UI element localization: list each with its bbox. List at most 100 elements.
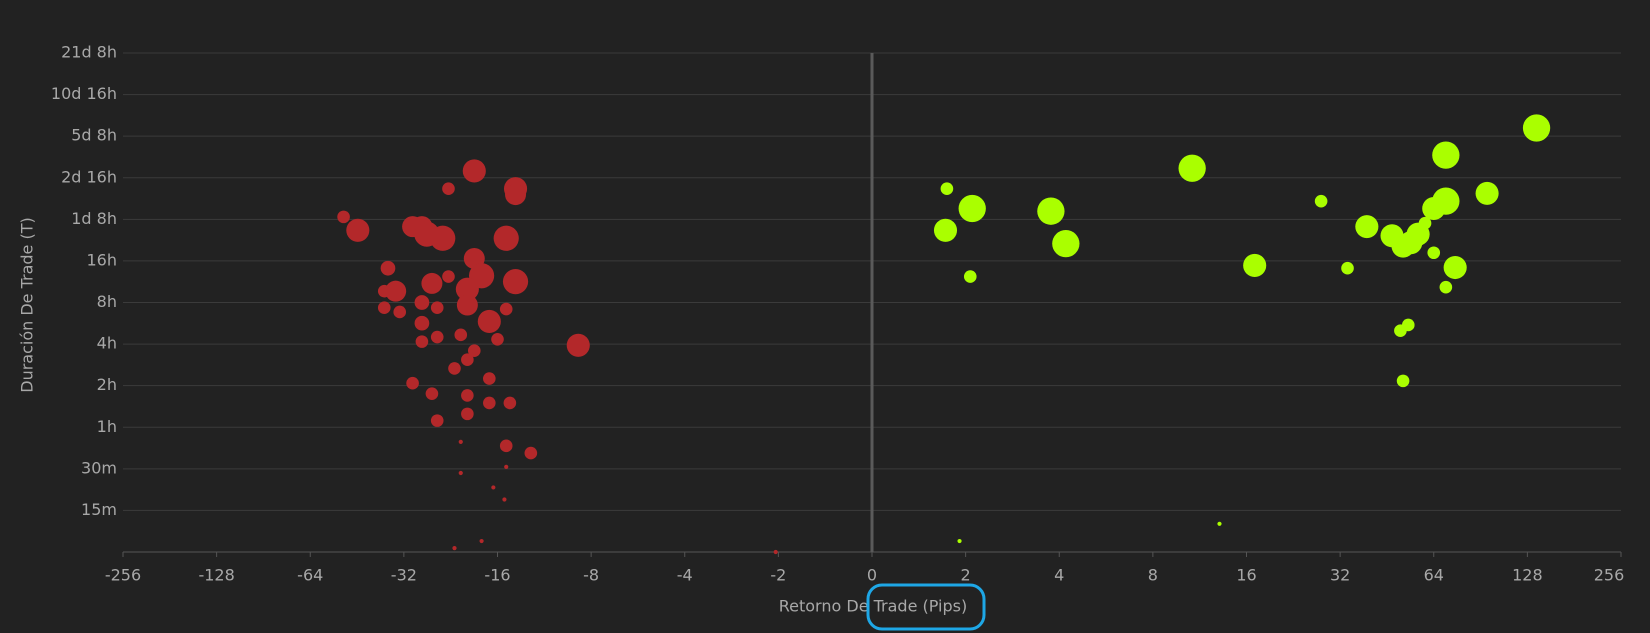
- x-tick-label: 0: [867, 566, 877, 585]
- x-tick-label: 16: [1236, 566, 1256, 585]
- y-tick-label: 1d 8h: [71, 209, 117, 228]
- x-tick-label: -2: [770, 566, 786, 585]
- x-axis-title: Retorno De Trade (Pips): [779, 597, 967, 616]
- x-tick-label: -32: [391, 566, 417, 585]
- bubble: [452, 546, 457, 551]
- bubble: [958, 194, 986, 223]
- bubble: [1396, 374, 1410, 388]
- bubble: [957, 538, 962, 544]
- y-axis-title: Duración De Trade (T): [18, 217, 37, 393]
- bubble: [421, 272, 443, 294]
- bubble: [1475, 181, 1499, 205]
- bubble: [430, 330, 444, 344]
- bubble: [502, 269, 529, 295]
- bubble: [1243, 253, 1267, 278]
- x-tick-label: -8: [583, 566, 599, 585]
- bubble: [1037, 197, 1065, 225]
- y-tick-label: 4h: [97, 334, 117, 353]
- bubble: [1217, 521, 1222, 526]
- x-tick-label: 2: [961, 566, 971, 585]
- bubble: [430, 225, 456, 251]
- bubble: [393, 305, 407, 319]
- bubble: [566, 333, 590, 357]
- bubble: [385, 280, 407, 302]
- bubble: [1432, 141, 1460, 169]
- bubble: [491, 332, 504, 346]
- highlight-box: [866, 583, 986, 631]
- bubble: [1355, 215, 1379, 239]
- bubble: [1178, 154, 1206, 182]
- bubble: [499, 439, 513, 453]
- bubble: [458, 439, 463, 444]
- bubble: [483, 396, 496, 410]
- bubble: [1052, 230, 1080, 258]
- bubble: [442, 182, 455, 195]
- bubble: [414, 295, 430, 310]
- x-tick-label: 32: [1330, 566, 1350, 585]
- bubble: [477, 309, 501, 333]
- bubble: [483, 372, 496, 385]
- bubble: [940, 182, 954, 195]
- bubble: [425, 387, 439, 400]
- bubble: [491, 485, 496, 490]
- bubble: [502, 497, 507, 502]
- x-tick-label: 256: [1594, 566, 1625, 585]
- bubble: [504, 464, 509, 469]
- bubble: [467, 344, 481, 357]
- bubble: [346, 218, 370, 242]
- bubble: [430, 414, 444, 427]
- x-tick-label: 64: [1424, 566, 1444, 585]
- x-tick-label: 4: [1054, 566, 1064, 585]
- y-tick-label: 1h: [97, 417, 117, 436]
- bubble: [1522, 114, 1551, 142]
- bubble: [773, 549, 778, 555]
- bubble: [448, 362, 461, 375]
- bubble: [1427, 246, 1441, 260]
- bubble: [499, 302, 513, 316]
- x-tick-label: -16: [484, 566, 510, 585]
- bubble: [337, 210, 350, 224]
- bubble: [377, 301, 391, 315]
- y-tick-label: 2h: [97, 375, 117, 394]
- y-tick-label: 5d 8h: [71, 126, 117, 145]
- bubble: [1439, 280, 1453, 294]
- bubble: [430, 301, 444, 315]
- bubble: [461, 353, 474, 366]
- bubble: [442, 270, 455, 283]
- y-tick-label: 8h: [97, 292, 117, 311]
- bubble: [455, 277, 479, 301]
- bubble: [963, 270, 977, 283]
- bubble: [458, 470, 463, 476]
- bubble: [461, 389, 474, 402]
- y-tick-label: 30m: [81, 458, 117, 477]
- bubble: [524, 446, 538, 460]
- bubble: [1314, 194, 1328, 208]
- bubble: [1443, 255, 1467, 280]
- y-tick-label: 2d 16h: [61, 167, 117, 186]
- bubble: [1401, 318, 1415, 332]
- bubble: [1432, 187, 1460, 215]
- x-tick-label: 128: [1512, 566, 1543, 585]
- bubble: [461, 407, 474, 421]
- bubble: [503, 396, 517, 410]
- x-tick-label: 8: [1148, 566, 1158, 585]
- bubble: [493, 225, 519, 251]
- bubble: [479, 538, 484, 544]
- bubble: [1418, 216, 1432, 230]
- y-tick-label: 16h: [87, 250, 118, 269]
- x-tick-label: -4: [677, 566, 693, 585]
- x-tick-label: -256: [105, 566, 141, 585]
- bubble: [1341, 261, 1354, 275]
- bubble: [454, 328, 468, 342]
- y-tick-label: 21d 8h: [61, 43, 117, 62]
- bubble: [933, 218, 958, 242]
- bubble: [414, 315, 430, 331]
- bubble: [415, 335, 429, 348]
- y-tick-label: 10d 16h: [51, 84, 117, 103]
- bubble: [462, 159, 486, 183]
- x-tick-label: -64: [297, 566, 323, 585]
- x-tick-label: -128: [198, 566, 234, 585]
- bubble: [505, 184, 527, 206]
